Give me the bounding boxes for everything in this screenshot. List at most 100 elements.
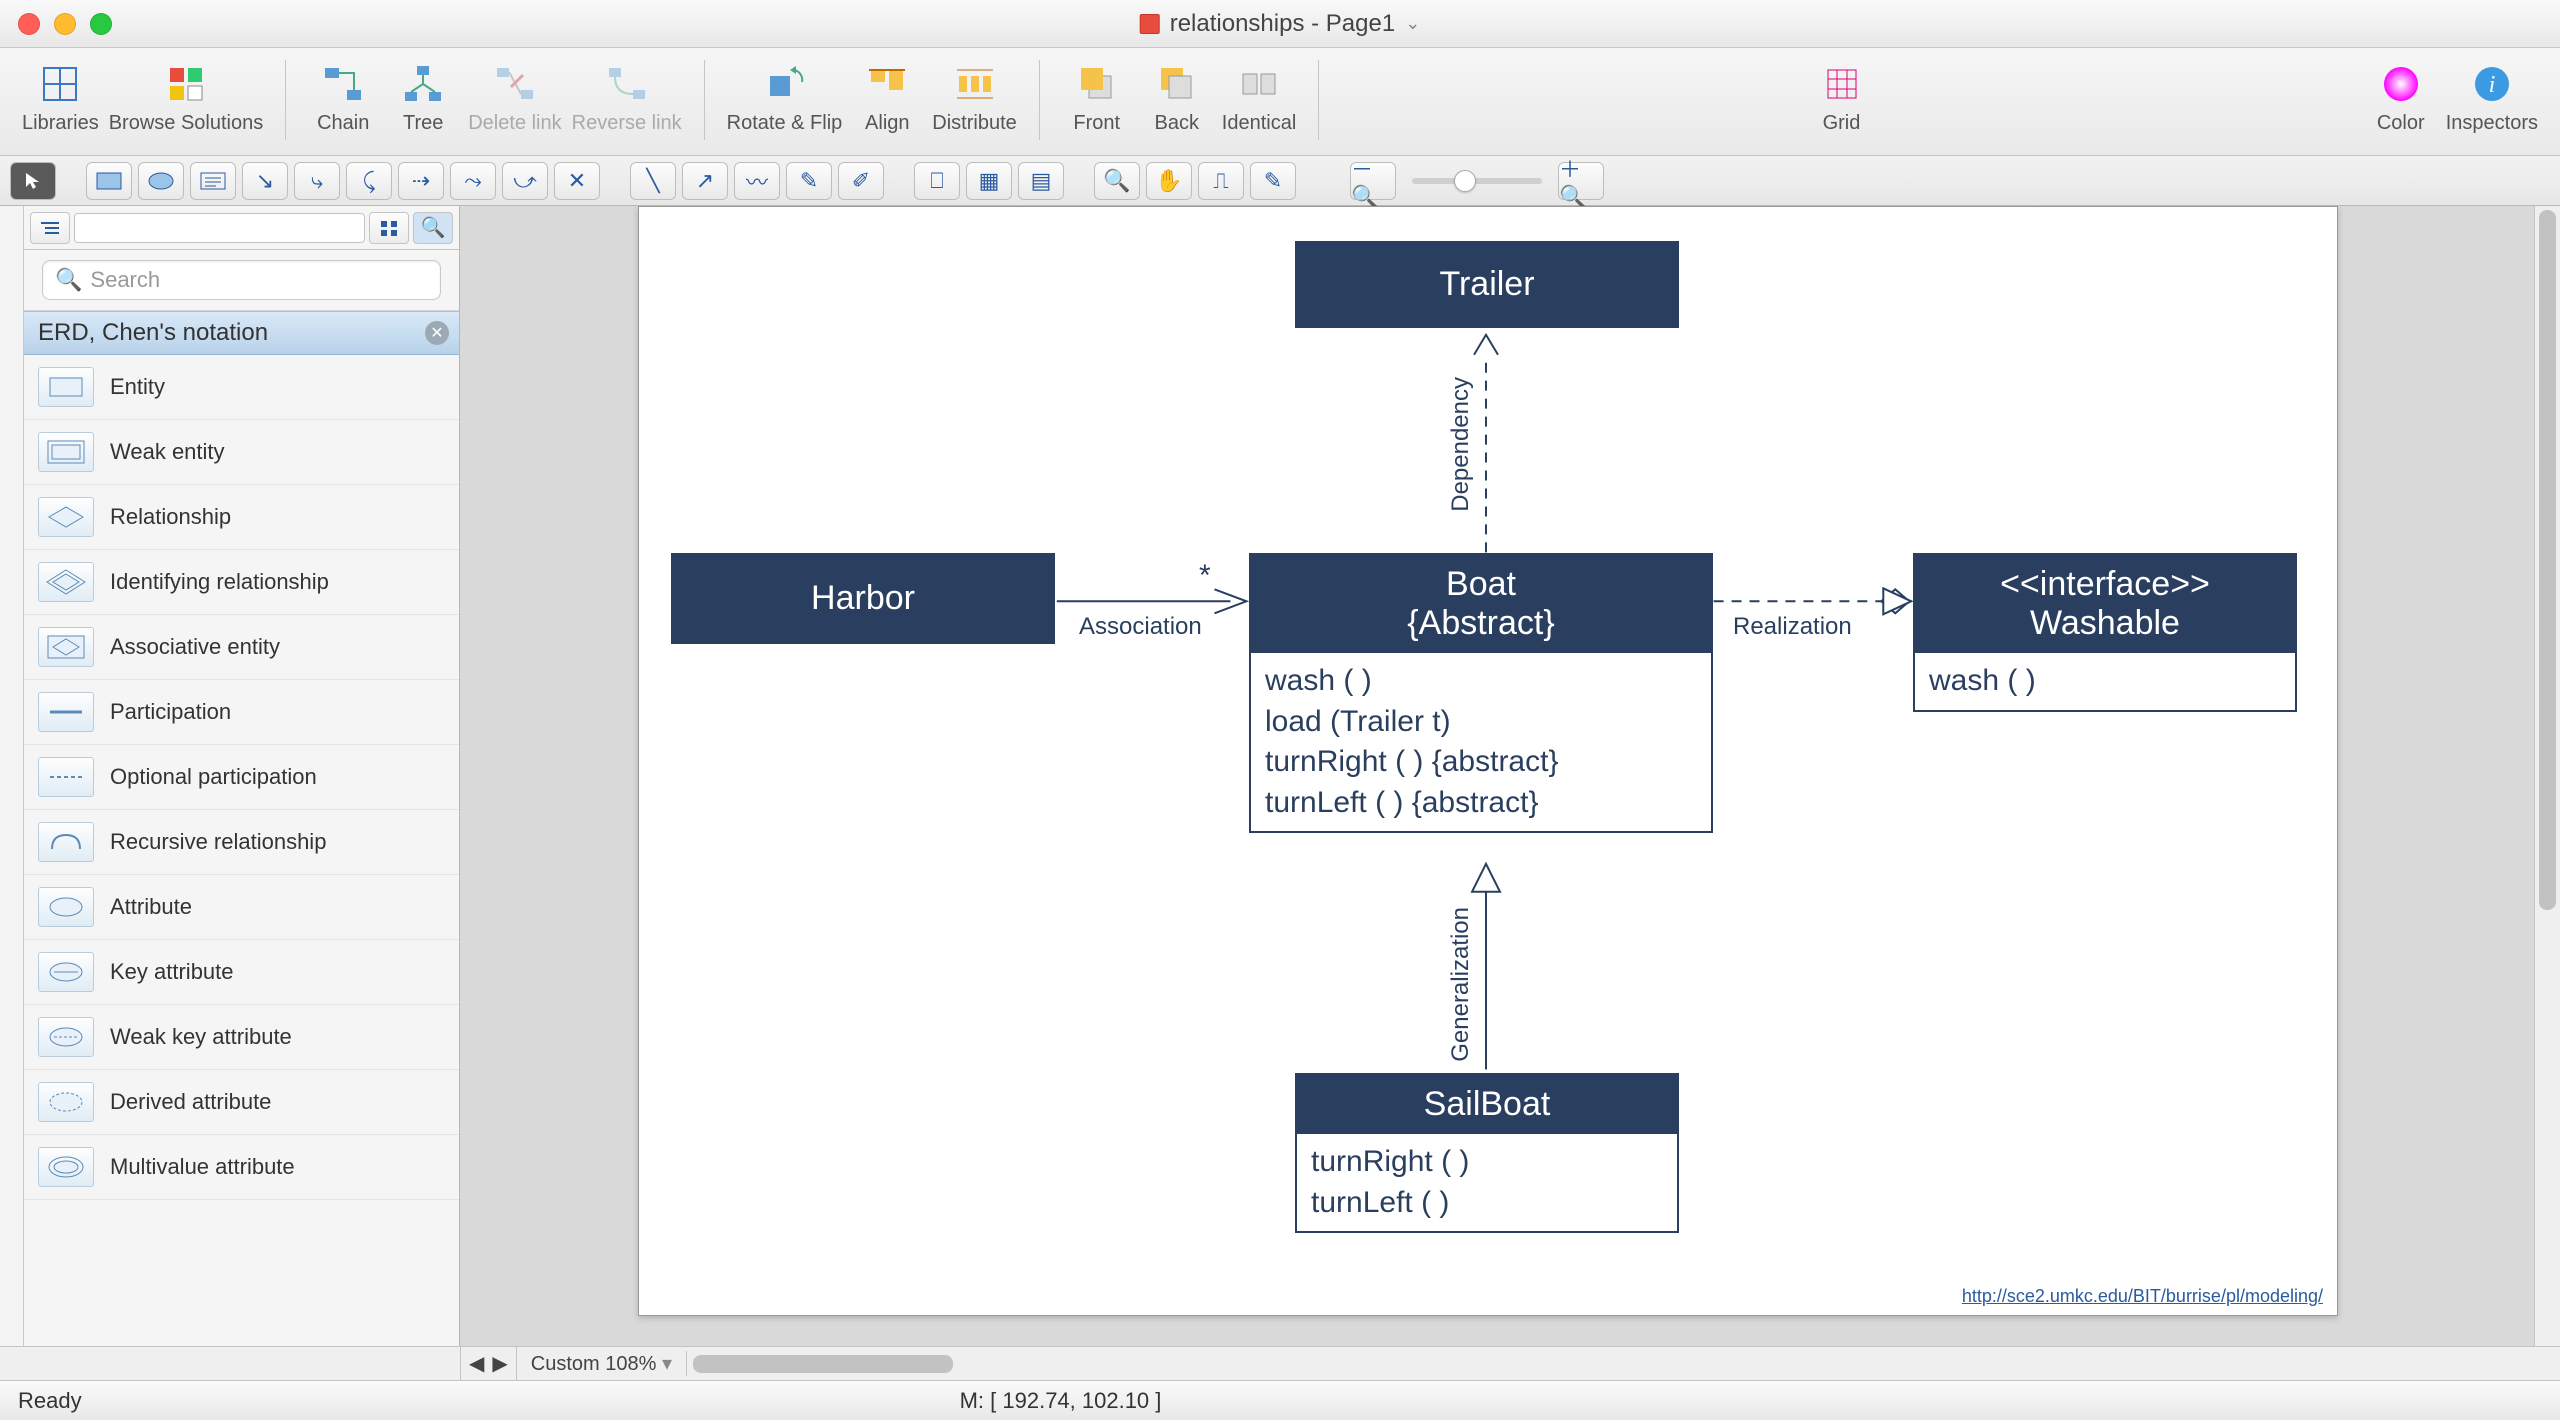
- secondary-toolbar: ↘ ⤷ ⤹ ⇢ ⤳ ⤻ ✕ ╲ ↗ 〰 ✎ ✐ ⎕ ▦ ▤ 🔍 ✋ ⎍ ✎ －🔍…: [0, 156, 2560, 206]
- align-button[interactable]: Align: [852, 56, 922, 135]
- pencil-tool-button[interactable]: ✐: [838, 162, 884, 200]
- library-item[interactable]: Associative entity: [24, 615, 459, 680]
- connector-1-button[interactable]: ↘: [242, 162, 288, 200]
- connector-3-button[interactable]: ⤹: [346, 162, 392, 200]
- zoom-slider[interactable]: [1412, 178, 1542, 184]
- chain-button[interactable]: Chain: [308, 56, 378, 135]
- crop-tool-button[interactable]: ⎕: [914, 162, 960, 200]
- library-item[interactable]: Weak entity: [24, 420, 459, 485]
- back-button[interactable]: Back: [1142, 56, 1212, 135]
- color-button[interactable]: Color: [2366, 56, 2436, 135]
- inspectors-button[interactable]: iInspectors: [2446, 56, 2538, 135]
- zoom-window-button[interactable]: [90, 13, 112, 35]
- group-tool-button[interactable]: ▦: [966, 162, 1012, 200]
- uml-node-boat[interactable]: Boat {Abstract} wash ( ) load (Trailer t…: [1249, 553, 1713, 833]
- tree-button[interactable]: Tree: [388, 56, 458, 135]
- library-item[interactable]: Recursive relationship: [24, 810, 459, 875]
- edge-label-realization: Realization: [1733, 613, 1852, 641]
- edge-label-association: Association: [1079, 613, 1202, 641]
- outline-strip[interactable]: [0, 206, 24, 1346]
- body: 🔍 🔍Search ERD, Chen's notation ✕ Entity …: [0, 206, 2560, 1346]
- node-title: SailBoat: [1424, 1085, 1551, 1123]
- arrow-tool-button[interactable]: ↗: [682, 162, 728, 200]
- title-chevron-icon[interactable]: ⌄: [1405, 13, 1420, 34]
- edge-label-generalization: Generalization: [1447, 907, 1475, 1062]
- sidebar-search-input[interactable]: 🔍Search: [42, 260, 441, 300]
- front-button[interactable]: Front: [1062, 56, 1132, 135]
- libraries-button[interactable]: Libraries: [22, 56, 99, 135]
- hand-tool-button[interactable]: ✋: [1146, 162, 1192, 200]
- connector-5-button[interactable]: ⤳: [450, 162, 496, 200]
- connector-6-button[interactable]: ⤻: [502, 162, 548, 200]
- reverse-link-button[interactable]: Reverse link: [572, 56, 682, 135]
- zoom-out-button[interactable]: －🔍: [1350, 162, 1396, 200]
- zoom-dropdown[interactable]: Custom 108% ▾: [517, 1351, 687, 1376]
- rotate-flip-button[interactable]: Rotate & Flip: [727, 56, 843, 135]
- sidebar-tab-search[interactable]: 🔍: [413, 212, 453, 244]
- search-icon: 🔍: [55, 267, 82, 293]
- sidebar-filter-input[interactable]: [74, 213, 365, 243]
- uml-node-harbor[interactable]: Harbor: [671, 553, 1055, 644]
- horizontal-scrollbar[interactable]: [693, 1355, 2554, 1373]
- svg-text:i: i: [2489, 72, 2496, 98]
- horizontal-scrollbar-row: ◀ ▶ Custom 108% ▾: [0, 1346, 2560, 1380]
- page-canvas[interactable]: Trailer Harbor Boat {Abstract} wash ( ) …: [638, 206, 2338, 1316]
- library-item[interactable]: Weak key attribute: [24, 1005, 459, 1070]
- vertical-scrollbar[interactable]: [2534, 206, 2560, 1346]
- uml-node-sailboat[interactable]: SailBoat turnRight ( ) turnLeft ( ): [1295, 1073, 1679, 1233]
- status-text: Ready: [0, 1388, 100, 1414]
- library-item[interactable]: Key attribute: [24, 940, 459, 1005]
- stamp-tool-button[interactable]: ⎍: [1198, 162, 1244, 200]
- library-item[interactable]: Multivalue attribute: [24, 1135, 459, 1200]
- delete-link-button[interactable]: Delete link: [468, 56, 561, 135]
- curve-tool-button[interactable]: 〰: [734, 162, 780, 200]
- app-window: relationships - Page1 ⌄ Libraries Browse…: [0, 0, 2560, 1420]
- sidebar-list: Entity Weak entity Relationship Identify…: [24, 355, 459, 1346]
- close-window-button[interactable]: [18, 13, 40, 35]
- line-tool-button[interactable]: ╲: [630, 162, 676, 200]
- sidebar-tab-outline[interactable]: [30, 212, 70, 244]
- library-item[interactable]: Attribute: [24, 875, 459, 940]
- rect-tool-button[interactable]: [86, 162, 132, 200]
- edge-label-dependency: Dependency: [1447, 377, 1475, 512]
- page-next-icon[interactable]: ▶: [492, 1351, 507, 1376]
- library-item[interactable]: Entity: [24, 355, 459, 420]
- grid-button[interactable]: Grid: [1807, 56, 1877, 135]
- close-category-icon[interactable]: ✕: [425, 321, 449, 345]
- document-icon: [1140, 14, 1160, 34]
- connector-2-button[interactable]: ⤷: [294, 162, 340, 200]
- connector-7-button[interactable]: ✕: [554, 162, 600, 200]
- source-link[interactable]: http://sce2.umkc.edu/BIT/burrise/pl/mode…: [1962, 1286, 2323, 1307]
- connector-4-button[interactable]: ⇢: [398, 162, 444, 200]
- titlebar: relationships - Page1 ⌄: [0, 0, 2560, 48]
- sidebar-top-tabs: 🔍: [24, 206, 459, 250]
- sidebar-tab-grid[interactable]: [369, 212, 409, 244]
- window-title: relationships - Page1: [1170, 10, 1395, 38]
- minimize-window-button[interactable]: [54, 13, 76, 35]
- mouse-coords: M: [ 192.74, 102.10 ]: [960, 1388, 1162, 1414]
- text-tool-button[interactable]: [190, 162, 236, 200]
- canvas-area[interactable]: Trailer Harbor Boat {Abstract} wash ( ) …: [460, 206, 2560, 1346]
- library-item[interactable]: Optional participation: [24, 745, 459, 810]
- library-item[interactable]: Participation: [24, 680, 459, 745]
- distribute-button[interactable]: Distribute: [932, 56, 1016, 135]
- node-title: Washable: [1923, 604, 2287, 643]
- ungroup-tool-button[interactable]: ▤: [1018, 162, 1064, 200]
- page-prev-icon[interactable]: ◀: [469, 1351, 484, 1376]
- page-nav[interactable]: ◀ ▶: [460, 1347, 517, 1380]
- eyedropper-tool-button[interactable]: ✎: [1250, 162, 1296, 200]
- library-item[interactable]: Relationship: [24, 485, 459, 550]
- node-stereotype: <<interface>>: [1923, 565, 2287, 604]
- browse-solutions-button[interactable]: Browse Solutions: [109, 56, 264, 135]
- library-item[interactable]: Derived attribute: [24, 1070, 459, 1135]
- uml-node-trailer[interactable]: Trailer: [1295, 241, 1679, 328]
- pointer-tool-button[interactable]: [10, 162, 56, 200]
- pen-tool-button[interactable]: ✎: [786, 162, 832, 200]
- library-item[interactable]: Identifying relationship: [24, 550, 459, 615]
- ellipse-tool-button[interactable]: [138, 162, 184, 200]
- sidebar-category-header[interactable]: ERD, Chen's notation ✕: [24, 311, 459, 355]
- identical-button[interactable]: Identical: [1222, 56, 1297, 135]
- zoom-tool-button[interactable]: 🔍: [1094, 162, 1140, 200]
- uml-node-washable[interactable]: <<interface>> Washable wash ( ): [1913, 553, 2297, 712]
- zoom-in-button[interactable]: ＋🔍: [1558, 162, 1604, 200]
